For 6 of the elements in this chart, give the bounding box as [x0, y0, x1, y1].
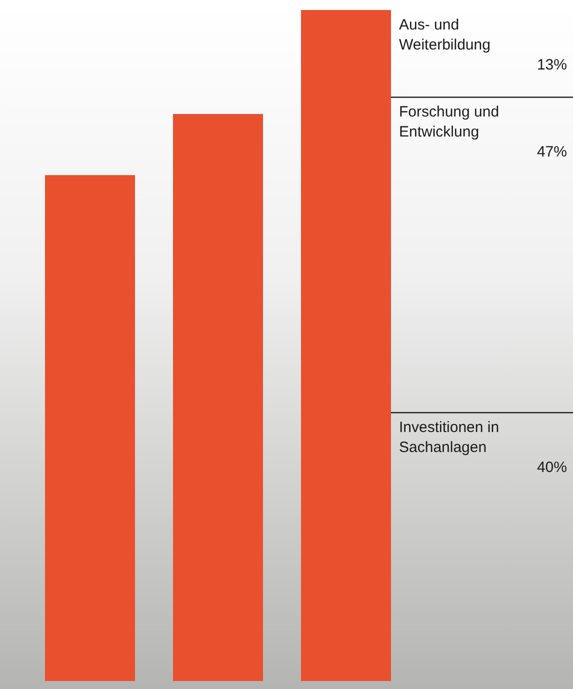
annotation: Investitionen in Sachanlagen [399, 419, 504, 456]
text: 47% [536, 144, 567, 161]
text: 40% [536, 459, 567, 476]
annotation: Aus- und Weiterbildung [399, 16, 490, 54]
text: 13% [536, 56, 567, 74]
annotation: Forschung und Entwicklung [399, 104, 504, 141]
